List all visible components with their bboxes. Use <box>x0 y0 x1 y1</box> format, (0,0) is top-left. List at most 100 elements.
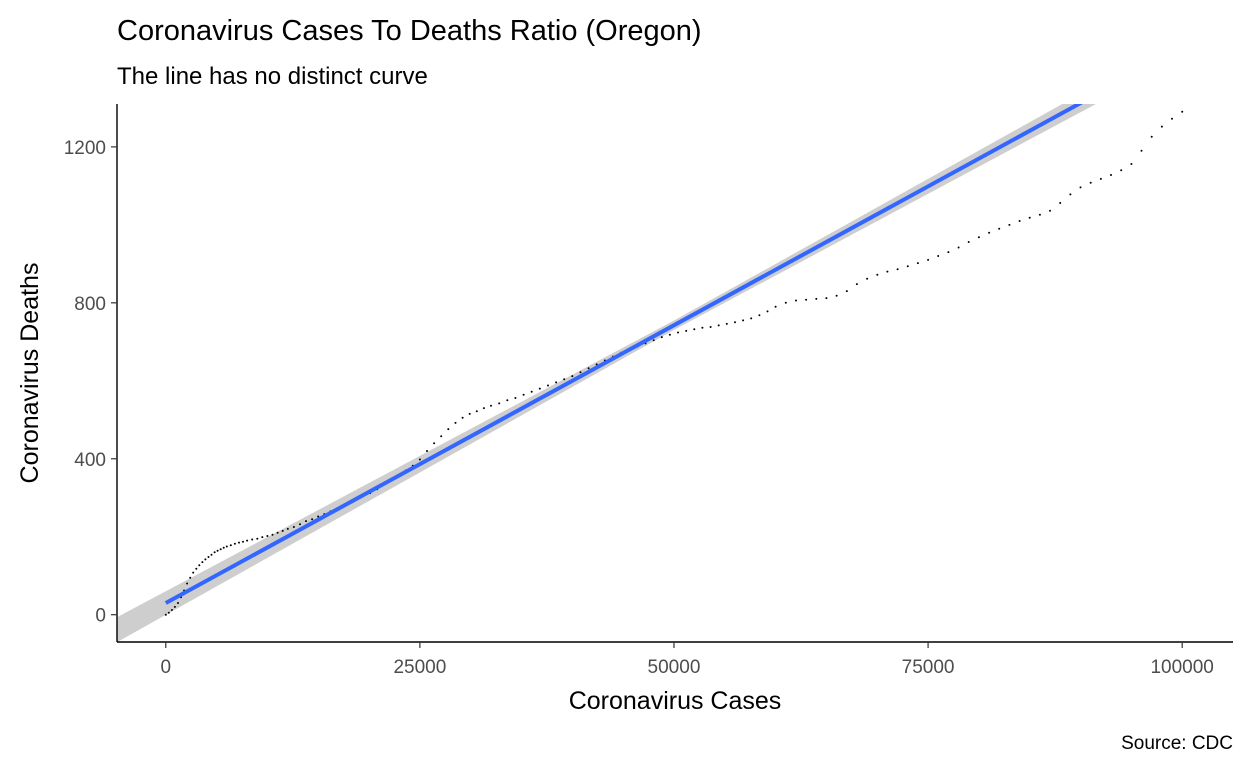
data-point <box>725 322 728 325</box>
data-point <box>522 393 525 396</box>
data-point <box>468 412 471 415</box>
data-point <box>547 384 549 387</box>
data-point <box>311 518 314 521</box>
data-point <box>426 450 428 452</box>
data-point <box>1120 169 1123 172</box>
x-axis-title: Coronavirus Cases <box>569 687 782 715</box>
data-point <box>742 319 745 322</box>
chart-title: Coronavirus Cases To Deaths Ratio (Orego… <box>117 15 702 47</box>
data-point <box>709 326 712 328</box>
data-point <box>305 520 307 523</box>
data-point <box>805 298 808 301</box>
data-point <box>266 535 269 537</box>
data-point <box>774 305 777 308</box>
data-point <box>1089 181 1092 184</box>
data-point <box>177 602 179 604</box>
data-point <box>317 515 320 518</box>
data-point <box>1160 125 1163 128</box>
data-point <box>261 536 264 539</box>
data-point <box>825 297 828 300</box>
data-point <box>685 329 688 332</box>
data-point <box>988 231 991 234</box>
plot-area <box>117 104 1184 642</box>
data-point <box>1059 202 1062 204</box>
chart-subtitle: The line has no distinct curve <box>117 63 428 90</box>
data-point <box>1130 163 1133 165</box>
data-point <box>207 556 210 558</box>
data-point <box>233 542 236 545</box>
data-point <box>734 321 736 324</box>
data-point <box>286 527 289 530</box>
data-point <box>251 538 254 541</box>
data-point <box>198 564 201 567</box>
data-point <box>246 539 249 542</box>
data-point <box>1079 186 1082 189</box>
data-point <box>906 265 909 268</box>
data-point <box>717 324 720 327</box>
trend-line <box>164 104 1083 605</box>
data-point <box>563 378 566 381</box>
x-tick-label: 50000 <box>648 657 701 678</box>
x-tick-label: 100000 <box>1150 657 1213 678</box>
data-point <box>238 541 240 544</box>
data-point <box>229 544 232 547</box>
data-point <box>896 268 899 271</box>
data-point <box>506 399 509 402</box>
data-point <box>173 605 176 608</box>
data-point <box>440 435 443 438</box>
data-point <box>433 442 436 445</box>
data-point <box>192 571 195 574</box>
data-point <box>766 310 769 313</box>
data-point <box>1171 117 1173 120</box>
data-point <box>242 540 244 543</box>
data-point <box>750 317 753 320</box>
data-points <box>164 110 1184 616</box>
data-point <box>1110 174 1112 176</box>
data-point <box>579 371 582 374</box>
data-point <box>555 381 558 384</box>
data-point <box>571 375 574 378</box>
data-point <box>587 367 590 370</box>
data-point <box>195 567 198 570</box>
data-point <box>276 531 279 534</box>
data-point <box>189 576 192 579</box>
data-point <box>668 333 671 336</box>
data-point <box>1008 223 1011 226</box>
data-point <box>652 339 655 342</box>
data-point <box>167 611 170 614</box>
y-tick-label: 0 <box>95 606 106 627</box>
y-axis-title: Coronavirus Deaths <box>16 263 44 484</box>
data-point <box>1028 216 1031 219</box>
data-point <box>213 551 216 554</box>
data-point <box>538 387 541 390</box>
data-point <box>498 402 501 405</box>
data-point <box>292 526 295 528</box>
chart-caption: Source: CDC <box>1121 733 1233 754</box>
data-point <box>1018 220 1021 222</box>
data-point <box>677 331 679 334</box>
data-point <box>530 390 533 393</box>
data-point <box>1181 110 1184 113</box>
x-tick-label: 75000 <box>902 657 955 678</box>
data-point <box>1038 213 1041 216</box>
data-point <box>256 537 259 540</box>
data-point <box>855 283 858 286</box>
data-point <box>886 270 889 273</box>
data-point <box>758 314 761 317</box>
data-point <box>271 533 274 536</box>
data-point <box>514 397 517 399</box>
data-point <box>947 251 950 254</box>
data-point <box>693 328 696 331</box>
data-point <box>461 416 464 419</box>
data-point <box>225 545 228 548</box>
y-tick-label: 400 <box>74 450 106 471</box>
data-point <box>222 546 225 549</box>
data-point <box>977 236 980 239</box>
y-tick-label: 1200 <box>64 138 106 159</box>
x-tick-label: 0 <box>160 657 171 678</box>
x-axis-ticks: 0 25000 50000 75000 100000 <box>160 642 1214 678</box>
y-axis-ticks: 0 400 800 1200 <box>64 138 117 627</box>
data-point <box>784 301 787 304</box>
data-point <box>835 294 838 297</box>
data-point <box>299 523 301 526</box>
